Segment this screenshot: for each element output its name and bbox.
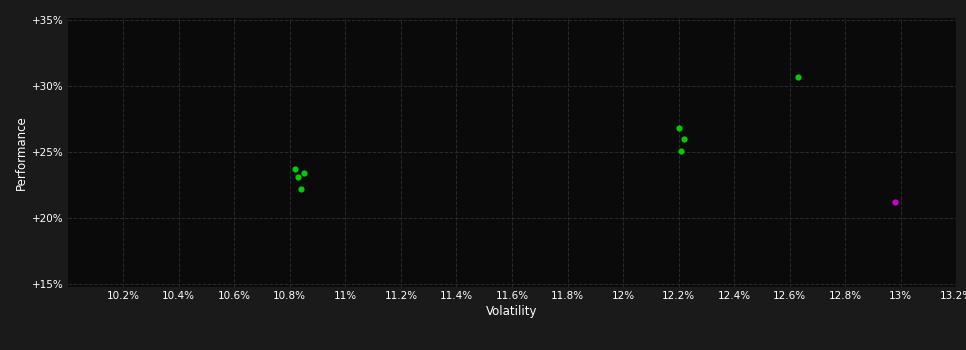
Point bbox=[673, 148, 689, 154]
X-axis label: Volatility: Volatility bbox=[486, 305, 538, 318]
Point bbox=[790, 74, 806, 80]
Y-axis label: Performance: Performance bbox=[14, 115, 28, 190]
Point bbox=[670, 126, 686, 131]
Point bbox=[296, 170, 311, 176]
Point bbox=[288, 167, 303, 172]
Point bbox=[293, 187, 308, 192]
Point bbox=[291, 175, 306, 180]
Point bbox=[676, 136, 692, 142]
Point bbox=[888, 199, 903, 205]
